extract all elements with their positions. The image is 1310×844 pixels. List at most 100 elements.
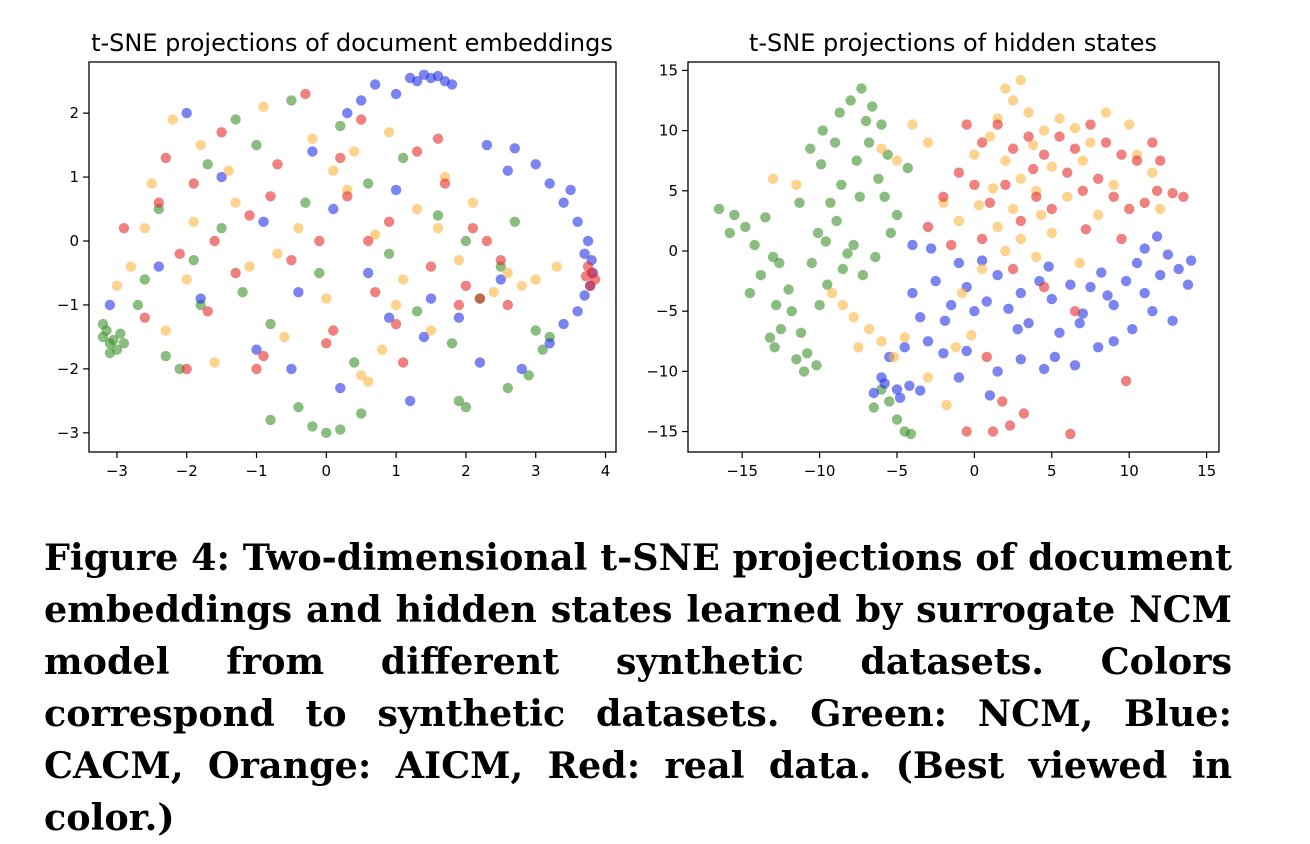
scatter-point [453, 299, 465, 311]
x-tick-label: 0 [322, 462, 332, 480]
scatter-point [230, 114, 241, 125]
scatter-point [845, 95, 856, 106]
scatter-point [314, 235, 325, 247]
scatter-point [181, 107, 192, 119]
scatter-point [1015, 215, 1026, 227]
scatter-point [279, 331, 290, 343]
scatter-point [370, 229, 381, 240]
scatter-point [104, 347, 116, 359]
scatter-point [764, 332, 776, 343]
scatter-point [946, 239, 957, 251]
scatter-point [1069, 306, 1081, 317]
scatter-point [307, 146, 318, 157]
scatter-point [209, 357, 220, 368]
scatter-point [118, 338, 130, 349]
scatter-point [216, 223, 227, 234]
scatter-point [938, 191, 949, 202]
scatter-point [814, 299, 825, 311]
scatter-point [884, 396, 895, 407]
scatter-point [922, 221, 934, 233]
scatter-point [230, 267, 241, 279]
scatter-point [363, 267, 374, 279]
scatter-point [258, 101, 269, 113]
scatter-point [925, 243, 937, 254]
scatter-point [272, 159, 283, 170]
x-tick-label: 5 [1047, 462, 1057, 480]
scatter-point [572, 306, 583, 317]
scatter-point [230, 197, 241, 208]
scatter-point [139, 223, 150, 234]
scatter-point [836, 179, 847, 190]
scatter-point [300, 197, 311, 208]
scatter-point [1096, 267, 1107, 278]
scatter-point [1035, 209, 1047, 221]
scatter-point [1000, 83, 1011, 94]
scatter-point [1162, 249, 1174, 260]
scatter-point [411, 306, 423, 317]
scatter-point [1131, 155, 1143, 166]
scatter-point [987, 426, 999, 437]
scatter-point [822, 279, 833, 290]
scatter-point [335, 382, 346, 394]
scatter-point [876, 372, 887, 383]
scatter-point [1012, 324, 1023, 335]
scatter-point [1023, 131, 1034, 142]
scatter-point [961, 426, 972, 437]
scatter-point [992, 269, 1003, 281]
scatter-point [579, 290, 590, 301]
scatter-point [820, 236, 831, 247]
scatter-point [976, 263, 988, 275]
x-tick-label: −1 [245, 462, 267, 480]
scatter-point [481, 235, 493, 247]
scatter-point [153, 261, 164, 272]
scatter-point [876, 336, 887, 347]
scatter-point [863, 137, 875, 148]
scatter-point [997, 396, 1008, 407]
y-tick-label: −10 [646, 362, 678, 380]
scatter-point [1085, 281, 1096, 293]
scatter-point [582, 235, 594, 247]
scatter-point [411, 203, 423, 215]
scatter-point [969, 306, 980, 317]
scatter-point [460, 280, 472, 291]
scatter-point [146, 178, 157, 189]
scatter-point [160, 325, 171, 336]
scatter-point [1000, 155, 1011, 166]
scatter-point [961, 345, 972, 357]
scatter-point [842, 248, 853, 259]
scatter-point [984, 197, 996, 208]
chart-right: t-SNE projections of hidden states −15 −1… [646, 29, 1220, 480]
scatter-point [453, 255, 465, 266]
scatter-point [930, 275, 941, 287]
scatter-point [791, 354, 802, 365]
scatter-point [523, 370, 534, 381]
scatter-point [453, 312, 465, 323]
scatter-point [558, 318, 569, 330]
figure: t-SNE projections of document embeddings… [57, 29, 1220, 480]
scatter-point [853, 342, 864, 353]
scatter-point [509, 216, 520, 227]
y-tick-label: −3 [57, 424, 79, 442]
scatter-point [328, 203, 339, 215]
scatter-point [132, 299, 144, 311]
scatter-point [153, 197, 164, 208]
scatter-point [1046, 293, 1058, 305]
scatter-point [798, 366, 810, 377]
scatter-point [1127, 324, 1138, 335]
scatter-point [956, 287, 968, 299]
scatter-point [1038, 363, 1050, 375]
scatter-point [992, 366, 1003, 377]
scatter-point [891, 384, 903, 395]
y-tick-label: −1 [57, 296, 79, 314]
scatter-point [899, 342, 910, 353]
scatter-point [265, 191, 276, 202]
scatter-point [1139, 243, 1150, 254]
scatter-point [390, 184, 402, 196]
scatter-point [342, 191, 353, 202]
scatter-point [251, 363, 262, 375]
y-tick-label: 2 [69, 104, 79, 122]
scatter-point [953, 215, 965, 227]
scatter-point [251, 344, 262, 355]
scatter-point [108, 334, 119, 346]
x-tick-label: −15 [726, 462, 758, 480]
